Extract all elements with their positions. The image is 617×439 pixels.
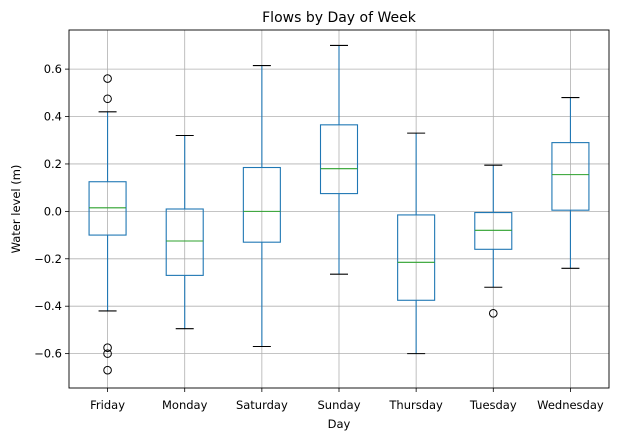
outlier-point	[488, 309, 498, 318]
box-wednesday	[551, 97, 590, 269]
iqr-box	[242, 166, 281, 243]
outlier-point	[103, 349, 112, 358]
x-tick-label: Monday	[162, 398, 208, 412]
outlier-point	[103, 343, 112, 352]
y-tick-label: 0.6	[44, 62, 62, 76]
x-tick-label: Tuesday	[469, 398, 517, 412]
iqr-box	[551, 142, 590, 211]
x-tick-label: Sunday	[317, 398, 360, 412]
x-tick-label: Thursday	[388, 398, 443, 412]
x-tick-label: Friday	[90, 398, 125, 412]
iqr-box	[88, 181, 127, 236]
box-saturday	[242, 65, 281, 348]
y-axis-label: Water level (m)	[9, 165, 23, 254]
iqr-box	[397, 214, 436, 301]
iqr-box	[474, 212, 513, 250]
box-friday	[88, 74, 127, 375]
box-sunday	[319, 44, 359, 275]
box-monday	[165, 134, 204, 330]
outlier-point	[103, 365, 112, 375]
box-series	[88, 44, 590, 375]
chart-title: Flows by Day of Week	[262, 10, 417, 26]
x-tick-label: Saturday	[236, 398, 288, 412]
x-axis-label: Day	[328, 417, 351, 431]
y-tick-label: 0.0	[44, 204, 62, 218]
y-tick-label: −0.4	[34, 299, 62, 313]
y-axis: −0.6 −0.4 −0.2 0.0 0.2 0.4 0.6	[34, 62, 69, 361]
outlier-point	[103, 94, 112, 104]
box-tuesday	[474, 164, 513, 318]
y-tick-label: 0.4	[44, 110, 62, 124]
y-tick-label: −0.2	[34, 252, 62, 266]
x-tick-label: Wednesday	[537, 398, 604, 412]
iqr-box	[319, 124, 359, 195]
y-tick-label: −0.6	[34, 347, 62, 361]
iqr-box	[165, 208, 204, 276]
outlier-point	[103, 74, 112, 83]
box-thursday	[397, 132, 436, 355]
x-axis: Friday Monday Saturday Sunday Thursday Tuesda…	[90, 388, 604, 412]
y-tick-label: 0.2	[44, 157, 62, 171]
